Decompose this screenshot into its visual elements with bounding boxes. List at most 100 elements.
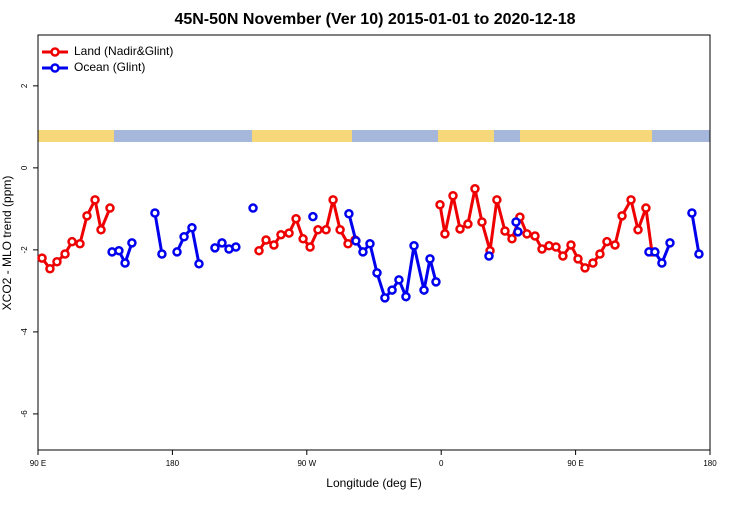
- data-point: [440, 229, 450, 239]
- data-point: [463, 219, 473, 229]
- data-point: [343, 238, 353, 249]
- data-point: [179, 232, 189, 242]
- data-point: [626, 195, 636, 205]
- x-axis-label: Longitude (deg E): [326, 476, 421, 490]
- y-tick-label: 2: [20, 83, 29, 88]
- data-point: [305, 242, 315, 252]
- data-point: [650, 247, 660, 257]
- data-point: [602, 236, 612, 247]
- data-point: [321, 225, 331, 235]
- data-point: [492, 195, 502, 205]
- data-point: [558, 251, 568, 261]
- data-point: [335, 225, 345, 235]
- legend-label: Land (Nadir&Glint): [74, 44, 173, 58]
- x-tick-label: 0: [439, 459, 444, 468]
- data-point: [409, 241, 419, 251]
- data-point: [387, 285, 397, 295]
- data-point: [566, 240, 576, 250]
- data-point: [105, 203, 115, 213]
- data-point: [157, 249, 167, 259]
- chart-title: 45N-50N November (Ver 10) 2015-01-01 to …: [174, 11, 575, 28]
- data-point: [52, 257, 62, 267]
- plot-frame: [37, 34, 711, 451]
- data-point: [665, 238, 675, 248]
- data-point: [67, 236, 77, 247]
- data-point: [276, 229, 286, 240]
- data-point: [313, 225, 323, 235]
- data-point: [210, 243, 220, 253]
- legend-marker: [50, 47, 60, 57]
- series: [107, 203, 704, 303]
- data-point: [694, 249, 704, 259]
- data-point: [455, 224, 465, 234]
- data-point: [96, 225, 106, 235]
- data-point: [511, 217, 521, 227]
- x-tick-label: 180: [703, 459, 717, 468]
- series: [37, 184, 657, 274]
- data-point: [291, 213, 301, 224]
- data-point: [90, 195, 100, 205]
- data-point: [657, 258, 667, 268]
- data-point: [595, 249, 605, 259]
- data-point: [127, 238, 137, 248]
- data-point: [344, 209, 354, 219]
- data-point: [231, 242, 241, 252]
- data-point: [500, 226, 510, 236]
- data-point: [641, 203, 651, 213]
- x-tick-label: 90 E: [30, 459, 46, 468]
- data-point: [530, 231, 540, 241]
- data-point: [470, 184, 480, 194]
- data-point: [217, 238, 227, 248]
- data-point: [580, 263, 590, 273]
- y-tick-label: -4: [20, 328, 29, 336]
- data-point: [150, 208, 160, 218]
- data-point: [351, 236, 361, 246]
- data-point: [588, 258, 598, 268]
- map-strip: [38, 130, 710, 142]
- land-strip: [252, 130, 352, 142]
- data-point: [60, 249, 70, 259]
- data-point: [513, 227, 523, 237]
- data-point: [573, 254, 583, 264]
- data-point: [114, 245, 124, 256]
- data-point: [687, 208, 697, 218]
- data-point: [82, 211, 92, 221]
- data-point: [551, 242, 561, 252]
- data-point: [248, 203, 258, 213]
- data-point: [522, 229, 532, 239]
- y-tick-label: -6: [20, 410, 29, 418]
- data-point: [172, 247, 182, 257]
- x-tick-label: 180: [166, 459, 180, 468]
- y-axis-label: XCO2 - MLO trend (ppm): [0, 176, 14, 311]
- data-point: [448, 191, 458, 201]
- data-point: [194, 259, 204, 269]
- data-point: [187, 222, 197, 233]
- y-tick-label: -2: [20, 246, 29, 254]
- data-point: [254, 245, 264, 256]
- data-point: [401, 291, 411, 302]
- data-point: [484, 251, 494, 261]
- y-tick-label: 0: [20, 165, 29, 170]
- data-point: [284, 228, 294, 238]
- data-point: [617, 211, 627, 221]
- data-point: [633, 225, 643, 235]
- legend-marker: [50, 63, 60, 73]
- data-point: [120, 258, 130, 268]
- data-point: [358, 247, 368, 257]
- data-point: [477, 217, 487, 227]
- legend-label: Ocean (Glint): [74, 60, 145, 74]
- data-point: [435, 200, 445, 210]
- data-point: [537, 244, 547, 254]
- data-point: [380, 293, 390, 303]
- data-point: [365, 238, 375, 249]
- data-point: [269, 240, 279, 250]
- data-point: [75, 238, 85, 249]
- x-tick-label: 90 E: [567, 459, 583, 468]
- data-point: [37, 253, 47, 263]
- data-point: [425, 254, 435, 264]
- x-tick-label: 90 W: [297, 459, 316, 468]
- data-point: [419, 285, 429, 295]
- data-point: [45, 263, 55, 274]
